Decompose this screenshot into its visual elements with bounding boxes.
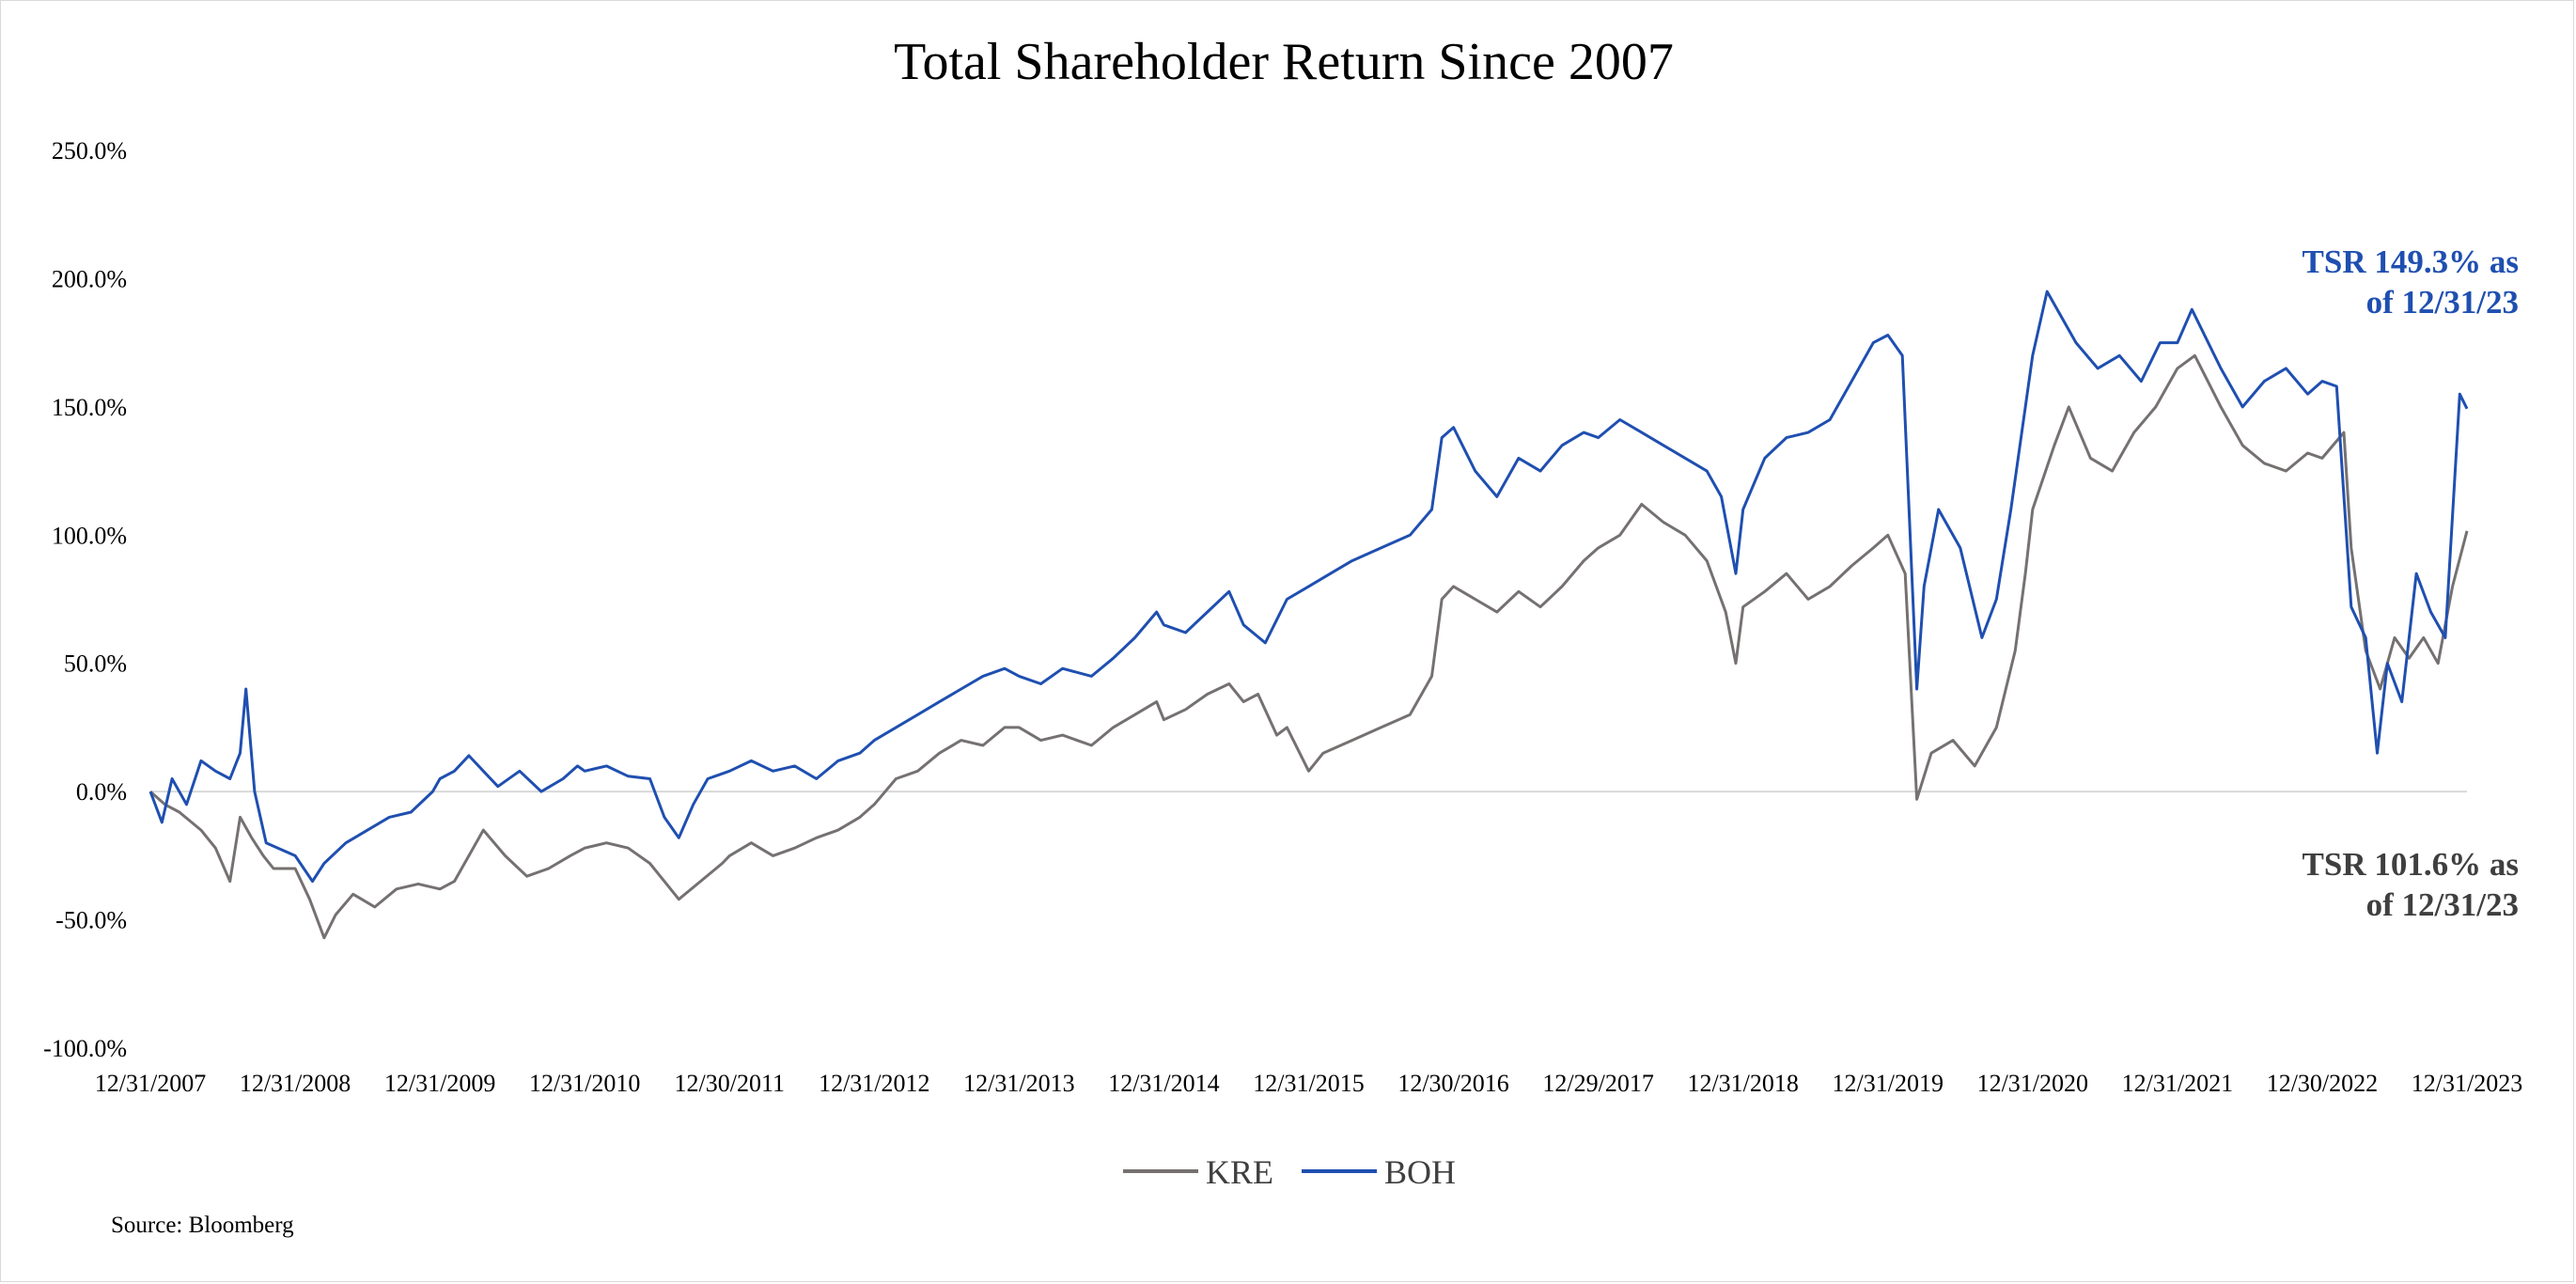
series-line-kre bbox=[149, 353, 2469, 940]
y-tick-label: 100.0% bbox=[52, 522, 127, 549]
annotation-kre-line-1: TSR 101.6% as bbox=[2303, 846, 2519, 883]
x-tick-label: 12/31/2015 bbox=[1253, 1070, 1364, 1097]
x-tick-label: 12/31/2021 bbox=[2122, 1070, 2233, 1097]
y-tick-label: 200.0% bbox=[52, 265, 127, 292]
x-tick-label: 12/31/2018 bbox=[1687, 1070, 1798, 1097]
legend-label-boh: BOH bbox=[1384, 1153, 1456, 1191]
y-axis-ticks: 250.0% 200.0% 150.0% 100.0% 50.0% 0.0% -50.0% -… bbox=[43, 137, 127, 1062]
annotation-boh-line-2: of 12/31/23 bbox=[2366, 284, 2519, 321]
annotation-boh: TSR 149.3% as of 12/31/23 bbox=[2303, 243, 2519, 321]
x-tick-label: 12/31/2012 bbox=[819, 1070, 929, 1097]
x-tick-label: 12/31/2019 bbox=[1833, 1070, 1944, 1097]
y-tick-label: 50.0% bbox=[64, 650, 127, 678]
x-tick-label: 12/29/2017 bbox=[1542, 1070, 1653, 1097]
x-tick-label: 12/31/2020 bbox=[1977, 1070, 2088, 1097]
x-axis-ticks: 12/31/2007 12/31/2008 12/31/2009 12/31/2010… bbox=[95, 1070, 2522, 1097]
annotation-kre-line-2: of 12/31/23 bbox=[2366, 886, 2519, 923]
y-tick-label: 150.0% bbox=[52, 394, 127, 421]
x-tick-label: 12/31/2008 bbox=[240, 1070, 351, 1097]
x-tick-label: 12/31/2023 bbox=[2412, 1070, 2522, 1097]
y-tick-label: 0.0% bbox=[76, 778, 127, 806]
series-layer bbox=[148, 290, 2469, 940]
y-tick-label: -50.0% bbox=[55, 907, 127, 934]
x-tick-label: 12/31/2010 bbox=[529, 1070, 640, 1097]
y-tick-label: 250.0% bbox=[52, 137, 127, 164]
chart-title: Total Shareholder Return Since 2007 bbox=[894, 33, 1674, 91]
legend-label-kre: KRE bbox=[1206, 1153, 1273, 1191]
x-tick-label: 12/31/2014 bbox=[1108, 1070, 1219, 1097]
y-tick-label: -100.0% bbox=[43, 1035, 127, 1062]
annotation-boh-line-1: TSR 149.3% as bbox=[2303, 243, 2519, 280]
source-note: Source: Bloomberg bbox=[111, 1213, 294, 1238]
x-tick-label: 12/30/2011 bbox=[675, 1070, 785, 1097]
x-tick-label: 12/30/2016 bbox=[1397, 1070, 1508, 1097]
series-line-boh bbox=[148, 290, 2469, 884]
x-tick-label: 12/31/2009 bbox=[384, 1070, 495, 1097]
annotation-kre: TSR 101.6% as of 12/31/23 bbox=[2303, 846, 2519, 923]
legend: KRE BOH bbox=[1123, 1153, 1456, 1191]
x-tick-label: 12/31/2007 bbox=[95, 1070, 206, 1097]
x-tick-label: 12/31/2013 bbox=[963, 1070, 1074, 1097]
x-tick-label: 12/30/2022 bbox=[2267, 1070, 2378, 1097]
